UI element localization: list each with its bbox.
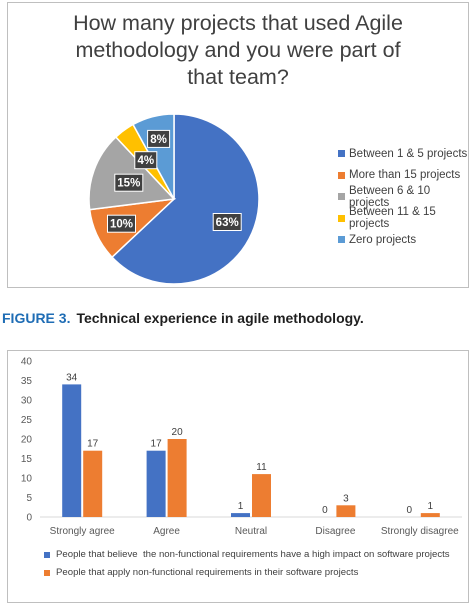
bar-data-label: 1 xyxy=(428,501,434,512)
pie-data-label-1: 10% xyxy=(107,214,136,233)
pie-data-label-text: 8% xyxy=(150,134,167,146)
legend-label: Between 11 & 15 projects xyxy=(349,206,436,231)
pie-data-label-text: 15% xyxy=(117,178,140,190)
pie-data-label-4: 8% xyxy=(147,129,171,148)
bar-data-label: 17 xyxy=(151,439,163,450)
legend-label: Zero projects xyxy=(349,233,417,246)
bar-data-label: 1 xyxy=(238,501,244,512)
bar-s0-0 xyxy=(62,384,82,517)
x-category-label: Neutral xyxy=(235,526,267,537)
bar-s1-1 xyxy=(167,439,187,517)
bar-s1-4 xyxy=(420,513,440,517)
legend-swatch xyxy=(338,171,345,179)
y-tick-label: 30 xyxy=(21,396,33,407)
pie-title-line-3: that team? xyxy=(187,65,289,89)
x-category-label: Agree xyxy=(153,526,180,537)
pie-data-label-box xyxy=(114,173,144,192)
pie-legend-item: Between 1 & 5 projects xyxy=(338,143,468,165)
bar-data-label: 20 xyxy=(172,427,184,438)
pie-title-line-1: How many projects that used Agile xyxy=(73,11,403,35)
y-tick-label: 20 xyxy=(21,435,33,446)
bar-legend-item: People that apply non-functional require… xyxy=(44,567,464,580)
bar-data-label: 17 xyxy=(87,439,99,450)
pie-legend-item: Between 6 & 10 projects xyxy=(338,184,468,209)
legend-label: Between 1 & 5 projects xyxy=(349,147,468,160)
legend-swatch xyxy=(338,193,345,201)
bar-s1-0 xyxy=(83,450,103,517)
pie-legend: Between 1 & 5 projects More than 15 proje… xyxy=(338,143,468,251)
legend-swatch xyxy=(338,236,345,244)
pie-data-label-text: 10% xyxy=(110,219,133,231)
y-tick-label: 10 xyxy=(21,474,33,485)
pie-chart-title: How many projects that used Agile method… xyxy=(8,10,468,91)
bar-s1-3 xyxy=(336,505,356,517)
bar-data-label: 3 xyxy=(343,493,349,504)
bar-data-label: 0 xyxy=(322,505,328,516)
y-tick-label: 35 xyxy=(21,376,33,387)
pie-legend-item: More than 15 projects xyxy=(338,165,468,187)
pie-data-label-box xyxy=(147,129,171,148)
pie-legend-item: Between 11 & 15 projects xyxy=(338,206,468,231)
bar-data-label: 34 xyxy=(66,372,78,383)
pie-slice-2 xyxy=(88,135,176,211)
pie-data-label-2: 15% xyxy=(114,173,144,192)
figure-caption: FIGURE 3. Technical experience in agile m… xyxy=(2,310,364,326)
x-category-label: Disagree xyxy=(315,526,355,537)
legend-label: More than 15 projects xyxy=(349,169,461,182)
figure-caption-text: Technical experience in agile methodolog… xyxy=(76,310,364,326)
legend-label: People that believe the non-functional r… xyxy=(56,549,450,560)
bar-data-label: 0 xyxy=(407,505,413,516)
bar-legend: People that believe the non-functional r… xyxy=(44,549,464,584)
legend-label: People that apply non-functional require… xyxy=(56,566,359,578)
pie-chart: 63% 10% 15% 4% 8% xyxy=(88,113,260,285)
bar-legend-item: People that believe the non-functional r… xyxy=(44,549,464,562)
bar-data-label: 11 xyxy=(256,462,267,473)
legend-swatch xyxy=(44,569,50,576)
bar-s0-2 xyxy=(231,513,250,517)
bar-s1-2 xyxy=(252,474,271,517)
pie-data-label-3: 4% xyxy=(134,151,158,170)
x-category-label: Strongly agree xyxy=(50,526,115,537)
figure-label: FIGURE 3. xyxy=(2,310,71,326)
pie-data-label-text: 4% xyxy=(137,155,154,167)
y-tick-label: 25 xyxy=(21,415,33,426)
pie-data-label-box xyxy=(134,151,158,170)
pie-data-label-box xyxy=(212,213,242,231)
pie-title-line-2: methodology and you were part of xyxy=(75,38,401,62)
legend-swatch xyxy=(44,552,50,558)
y-tick-label: 40 xyxy=(21,357,33,368)
pie-legend-item: Zero projects xyxy=(338,229,468,251)
legend-swatch xyxy=(338,150,345,158)
pie-slice-0 xyxy=(110,113,260,285)
y-tick-label: 15 xyxy=(21,454,33,465)
bar-s0-1 xyxy=(146,450,166,517)
pie-chart-panel: How many projects that used Agile method… xyxy=(7,2,469,288)
y-tick-label: 0 xyxy=(26,513,32,524)
pie-data-label-text: 63% xyxy=(216,217,239,229)
pie-data-label-box xyxy=(107,214,136,233)
x-category-label: Strongly disagree xyxy=(381,526,459,537)
legend-swatch xyxy=(338,214,345,222)
bar-chart-panel: 0 5 10 15 20 25 30 35 40 34 17 Strongly agree 17 20 Ag… xyxy=(7,350,469,603)
legend-label: Between 6 & 10 projects xyxy=(349,184,431,209)
pie-data-label-0: 63% xyxy=(212,213,242,231)
y-tick-label: 5 xyxy=(26,493,32,504)
